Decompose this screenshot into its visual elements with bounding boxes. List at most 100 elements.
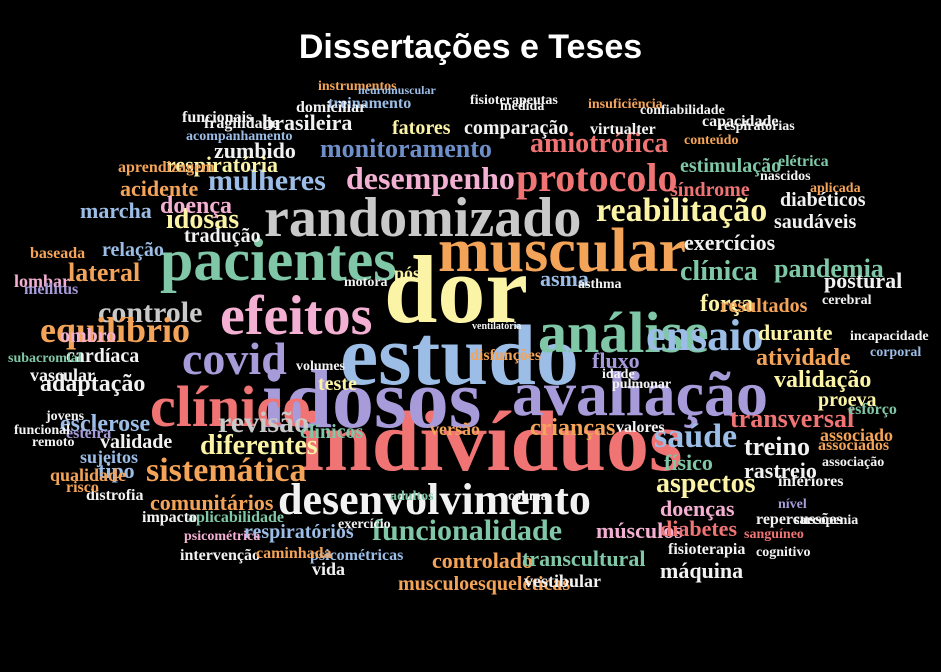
cloud-word: exercícios (684, 230, 776, 255)
cloud-word: diabéticos (780, 189, 866, 211)
cloud-word: clínicos (300, 421, 364, 443)
cloud-word: vestibular (524, 571, 602, 591)
cloud-word: repercussões (756, 511, 843, 528)
cloud-word: durante (758, 320, 833, 345)
cloud-word: físico (664, 450, 713, 475)
cloud-word: associados (818, 437, 890, 454)
cloud-word: estimulação (680, 155, 782, 177)
cloud-word: sanguíneo (744, 527, 804, 542)
cloud-word: zumbido (214, 138, 296, 163)
cloud-word: clínica (680, 256, 758, 287)
cloud-word: esteira (66, 425, 112, 442)
cloud-word: proeva (818, 389, 877, 411)
cloud-word: inferiores (778, 473, 844, 490)
cloud-word: adultos (390, 489, 434, 504)
cloud-word: aspectos (656, 468, 756, 499)
cloud-word: remoto (32, 435, 75, 450)
cloud-word: acidente (120, 176, 199, 201)
cloud-word: funcionalidade (372, 514, 563, 547)
cloud-word: diferentes (200, 430, 318, 461)
cloud-word: covid (182, 333, 287, 384)
cloud-word: síndrome (670, 179, 750, 201)
cloud-word: doença (160, 193, 232, 219)
cloud-word: asthma (578, 277, 622, 292)
cloud-word: randomizado (264, 187, 582, 249)
cloud-word: funcionais (182, 109, 253, 126)
cloud-word: nível (778, 497, 807, 512)
cloud-word: cognitivo (756, 545, 811, 560)
cloud-word: treino (744, 432, 810, 461)
cloud-word: músculos (596, 518, 683, 543)
cloud-word: respiratórios (244, 521, 354, 543)
cloud-word: diabetes (660, 516, 737, 541)
cloud-word: incapacidade (850, 329, 929, 344)
cloud-word: exercício (338, 517, 391, 532)
cloud-word: elétrica (778, 153, 829, 170)
cloud-word: desempenho (346, 160, 515, 196)
cloud-word: capacidade (702, 113, 779, 130)
cloud-word: psicométricas (310, 547, 404, 564)
cloud-word: tradução (184, 225, 261, 247)
cloud-word: baseada (30, 245, 86, 262)
page-title: Dissertações e Teses (298, 28, 643, 66)
cloud-word: associação (822, 455, 885, 470)
cloud-word: jovens (46, 409, 85, 424)
cloud-word: saudáveis (774, 211, 857, 233)
cloud-word: corporal (870, 345, 922, 360)
cloud-word: esclerose (60, 411, 151, 437)
cloud-word: monitoramento (320, 134, 492, 163)
cloud-word: respiratórias (718, 119, 795, 134)
cloud-word: ensaio (646, 311, 764, 360)
cloud-word: funcional (14, 423, 71, 438)
cloud-word: pacientes (160, 227, 397, 293)
cloud-word: efeitos (220, 285, 373, 347)
cloud-word: psicométrica (184, 529, 261, 544)
cloud-word: esforço (848, 401, 897, 418)
cloud-word: subacromial (8, 351, 82, 366)
cloud-word: indivíduos (300, 393, 683, 489)
cloud-word: sujeitos (80, 447, 138, 467)
cloud-word: crianças (530, 415, 616, 441)
cloud-word: fisioterapeutas (470, 93, 558, 108)
cloud-word: clínico (150, 374, 312, 439)
cloud-word: análise (538, 300, 709, 365)
cloud-word: marcha (80, 198, 152, 223)
cloud-word: aplicada (810, 181, 861, 196)
cloud-word: estudo (340, 307, 579, 403)
cloud-word: acompanhamento (186, 129, 293, 144)
cloud-word: associado (820, 425, 894, 445)
cloud-word: força (700, 291, 754, 317)
cloud-word: protocolo (516, 155, 678, 200)
cloud-word: lateral (68, 258, 141, 287)
cloud-word: asma (540, 266, 589, 291)
cloud-word: domiciliar (296, 99, 367, 116)
cloud-word: fragilidade (204, 115, 279, 132)
cloud-word: transcultural (522, 546, 646, 571)
cloud-word: virtualter (590, 121, 656, 138)
cloud-word: qualidade (50, 465, 127, 485)
cloud-word: intervenção (180, 547, 260, 564)
cloud-word: avaliação (512, 358, 768, 429)
cloud-word: musculoesqueléticas (398, 573, 571, 595)
cloud-word: atividade (756, 345, 851, 371)
cloud-word: volumes (296, 359, 345, 374)
cloud-word: mulheres (208, 164, 326, 197)
cloud-word: validade (100, 431, 173, 453)
cloud-word: pulmonar (612, 377, 672, 392)
cloud-word: fluxo (592, 348, 640, 373)
cloud-word: dor (384, 236, 528, 343)
cloud-word: distrofia (86, 487, 144, 504)
cloud-word: disfunções (470, 347, 542, 364)
cloud-word: coluna (508, 489, 548, 504)
cloud-word: fatores (392, 117, 451, 139)
cloud-word: idade (602, 367, 635, 382)
cloud-word: transversal (730, 404, 855, 433)
cloud-word: controle (98, 296, 203, 329)
cloud-word: valores (616, 419, 665, 436)
cloud-word: comunitários (150, 490, 274, 515)
cloud-word: pós (394, 263, 421, 283)
cloud-word: confiabilidade (640, 103, 725, 118)
cloud-word: sarcopenia (794, 513, 859, 528)
cloud-word: teste (318, 373, 357, 395)
